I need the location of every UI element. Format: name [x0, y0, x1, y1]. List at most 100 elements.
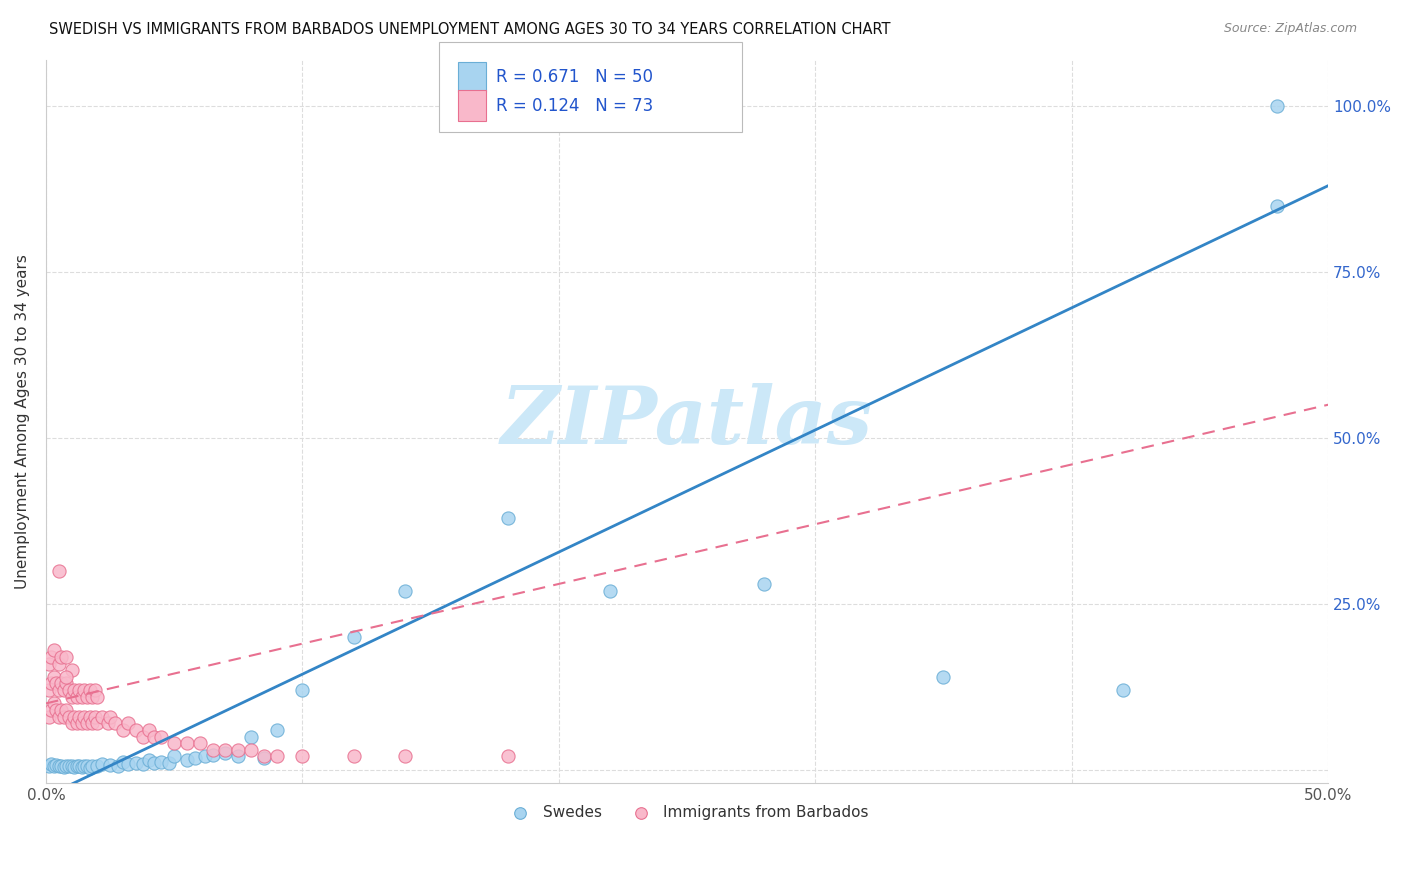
Point: [51, 703, 73, 717]
Point: [111, 723, 134, 737]
Point: [142, 730, 165, 744]
Point: [48, 657, 70, 671]
Point: [253, 749, 276, 764]
Point: [79, 683, 101, 698]
Point: [51, 759, 73, 773]
Point: [82, 716, 104, 731]
Point: [45, 758, 67, 772]
Point: [132, 757, 155, 772]
Point: [157, 756, 180, 771]
Point: [226, 749, 249, 764]
Point: [45, 703, 67, 717]
Point: [266, 749, 288, 764]
Point: [51, 649, 73, 664]
Point: [1265, 99, 1288, 113]
Point: [79, 761, 101, 775]
Point: [111, 755, 134, 769]
Point: [125, 756, 148, 771]
Point: [58, 709, 80, 723]
Point: [214, 743, 236, 757]
Point: [240, 743, 263, 757]
Point: [55, 649, 77, 664]
Point: [188, 736, 211, 750]
Point: [932, 670, 955, 684]
Point: [60, 759, 83, 773]
Point: [1265, 199, 1288, 213]
Point: [63, 709, 86, 723]
Point: [1112, 683, 1135, 698]
Point: [58, 759, 80, 773]
Point: [79, 709, 101, 723]
Point: [70, 716, 93, 731]
Point: [91, 757, 114, 772]
Point: [240, 730, 263, 744]
Point: [67, 759, 90, 773]
Point: [343, 630, 366, 644]
Point: [86, 759, 108, 773]
Point: [63, 683, 86, 698]
Point: [39, 676, 62, 690]
Point: [39, 703, 62, 717]
Point: [51, 676, 73, 690]
Point: [39, 757, 62, 772]
Text: SWEDISH VS IMMIGRANTS FROM BARBADOS UNEMPLOYMENT AMONG AGES 30 TO 34 YEARS CORRE: SWEDISH VS IMMIGRANTS FROM BARBADOS UNEM…: [49, 22, 891, 37]
Point: [52, 683, 75, 698]
Point: [48, 564, 70, 578]
Point: [176, 736, 198, 750]
Point: [201, 743, 224, 757]
Point: [67, 709, 90, 723]
Point: [163, 736, 186, 750]
Text: R = 0.671   N = 50: R = 0.671 N = 50: [496, 68, 654, 86]
Point: [39, 649, 62, 664]
Point: [60, 690, 83, 704]
Point: [38, 709, 60, 723]
Point: [67, 683, 90, 698]
Point: [38, 759, 60, 773]
Point: [42, 759, 65, 773]
Point: [201, 748, 224, 763]
Point: [125, 723, 148, 737]
Point: [96, 716, 118, 731]
Point: [176, 753, 198, 767]
Point: [150, 730, 173, 744]
Point: [73, 709, 96, 723]
Point: [150, 755, 173, 769]
Point: [66, 690, 89, 704]
Point: [73, 759, 96, 773]
Text: R = 0.124   N = 73: R = 0.124 N = 73: [496, 96, 654, 114]
Point: [42, 670, 65, 684]
Point: [138, 723, 160, 737]
Point: [117, 757, 139, 772]
Point: [194, 749, 217, 764]
Point: [138, 753, 160, 767]
Point: [98, 758, 121, 772]
Point: [70, 690, 93, 704]
Point: [291, 749, 314, 764]
Point: [104, 716, 127, 731]
Point: [82, 759, 104, 773]
Point: [253, 751, 276, 765]
Text: ZIPatlas: ZIPatlas: [501, 383, 873, 460]
Point: [63, 760, 86, 774]
Point: [42, 697, 65, 711]
Point: [107, 759, 129, 773]
Point: [214, 746, 236, 760]
Point: [55, 759, 77, 773]
Point: [599, 583, 621, 598]
Point: [226, 743, 249, 757]
Point: [38, 683, 60, 698]
Point: [86, 716, 108, 731]
Point: [183, 751, 205, 765]
Point: [132, 730, 155, 744]
Point: [291, 683, 314, 698]
Point: [48, 683, 70, 698]
Point: [76, 716, 98, 731]
Point: [42, 643, 65, 657]
Point: [394, 583, 416, 598]
Point: [83, 683, 105, 698]
Point: [142, 756, 165, 771]
Point: [58, 683, 80, 698]
Point: [52, 760, 75, 774]
Point: [343, 749, 366, 764]
Point: [52, 709, 75, 723]
